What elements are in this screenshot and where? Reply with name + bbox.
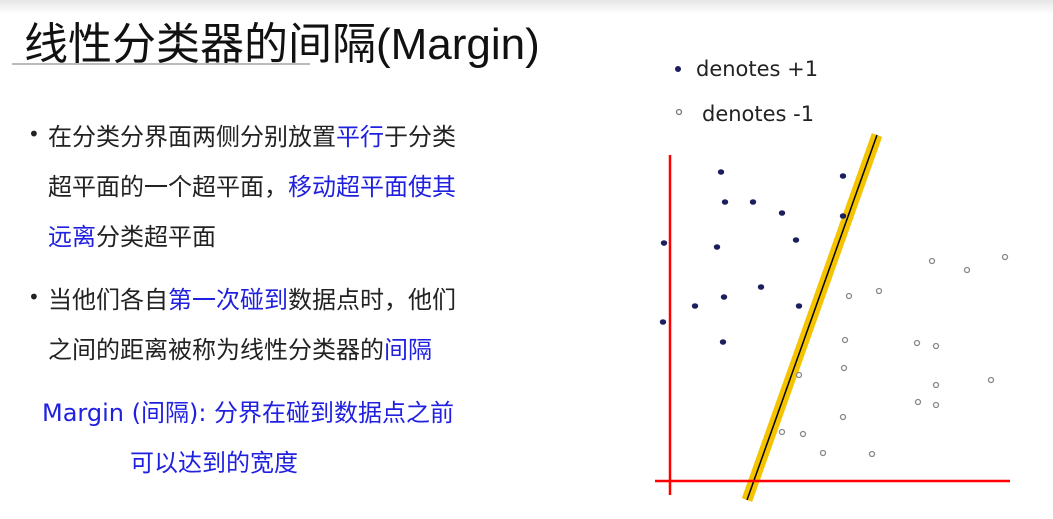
negative-point xyxy=(913,339,921,347)
positive-point xyxy=(792,237,800,243)
bullet-dot-icon: • xyxy=(28,122,40,146)
highlighted-text: 移动超平面使其 xyxy=(288,173,456,201)
negative-point xyxy=(987,376,995,384)
negative-point xyxy=(819,449,827,457)
negative-point xyxy=(778,428,786,436)
title-underline xyxy=(12,63,310,65)
bullet-line: 远离分类超平面 xyxy=(48,212,456,262)
positive-point xyxy=(691,303,699,309)
positive-point xyxy=(795,303,803,309)
slide-title: 线性分类器的间隔(Margin) xyxy=(24,20,540,69)
negative-point xyxy=(963,266,971,274)
negative-point xyxy=(932,342,940,350)
positive-point xyxy=(720,294,728,300)
bullet-dot-icon: • xyxy=(28,285,40,309)
positive-point xyxy=(660,240,668,246)
bullet-line: 超平面的一个超平面，移动超平面使其 xyxy=(48,162,456,212)
negative-point xyxy=(868,450,876,458)
positive-point xyxy=(778,210,786,216)
negative-point xyxy=(928,257,936,265)
negative-point xyxy=(932,381,940,389)
highlighted-text: 间隔 xyxy=(384,336,432,364)
bullet-1: 在分类分界面两侧分别放置平行于分类 超平面的一个超平面，移动超平面使其 远离分类超平… xyxy=(48,112,456,262)
positive-point xyxy=(659,319,667,325)
negative-point xyxy=(914,398,922,406)
margin-note-line2: 可以达到的宽度 xyxy=(130,449,298,477)
negative-point xyxy=(795,371,803,379)
negative-point xyxy=(1001,253,1009,261)
text-run: 数据点时，他们 xyxy=(288,286,456,314)
highlighted-text: 平行 xyxy=(336,123,384,151)
bullet-line: 在分类分界面两侧分别放置平行于分类 xyxy=(48,112,456,162)
negative-point xyxy=(799,430,807,438)
text-run: 超平面的一个超平面， xyxy=(48,173,288,201)
positive-point xyxy=(757,284,765,290)
legend-positive-marker xyxy=(675,66,681,72)
positive-point xyxy=(749,199,757,205)
text-run: 在分类分界面两侧分别放置 xyxy=(48,123,336,151)
separating-hyperplane xyxy=(746,134,878,501)
bullet-line: 之间的距离被称为线性分类器的间隔 xyxy=(48,325,456,375)
negative-point xyxy=(840,364,848,372)
positive-point xyxy=(719,339,727,345)
margin-note-line1: Margin (间隔): 分界在碰到数据点之前 xyxy=(42,399,455,427)
negative-point xyxy=(839,413,847,421)
positive-point xyxy=(721,199,729,205)
highlighted-text: 第一次碰到 xyxy=(168,286,288,314)
positive-point xyxy=(839,213,847,219)
positive-point xyxy=(839,173,847,179)
positive-point xyxy=(713,244,721,250)
negative-point xyxy=(875,287,883,295)
legend-negative-marker xyxy=(675,108,683,116)
negative-point xyxy=(845,292,853,300)
text-run: 之间的距离被称为线性分类器的 xyxy=(48,336,384,364)
negative-point xyxy=(932,401,940,409)
bullet-line: 当他们各自第一次碰到数据点时，他们 xyxy=(48,275,456,325)
legend-negative: denotes -1 xyxy=(702,102,815,126)
highlighted-text: 远离 xyxy=(48,223,96,251)
text-run: 当他们各自 xyxy=(48,286,168,314)
positive-point xyxy=(717,169,725,175)
text-run: 分类超平面 xyxy=(96,223,216,251)
legend-positive: denotes +1 xyxy=(696,57,819,81)
text-run: 于分类 xyxy=(384,123,456,151)
slide-top-band xyxy=(0,0,1053,14)
negative-point xyxy=(841,336,849,344)
bullet-2: 当他们各自第一次碰到数据点时，他们 之间的距离被称为线性分类器的间隔 xyxy=(48,275,456,375)
